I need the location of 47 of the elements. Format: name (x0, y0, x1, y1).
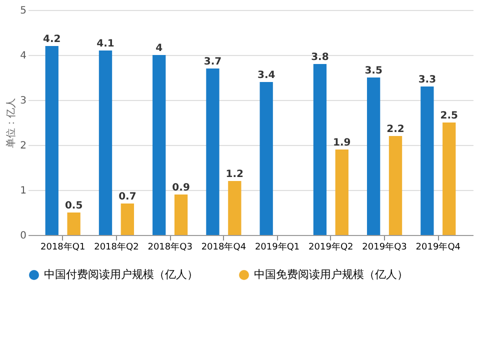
x-tick-label: 2019年Q1 (254, 242, 300, 252)
y-tick-label: 5 (20, 6, 26, 16)
bar (206, 68, 220, 235)
x-tick-label: 2018年Q1 (40, 242, 86, 252)
data-label: 3.8 (311, 52, 329, 63)
bar (120, 204, 134, 235)
data-label: 3.3 (418, 74, 436, 86)
data-label: 4.1 (96, 38, 114, 50)
x-tick-label: 2019年Q2 (308, 242, 354, 252)
y-tick-label: 3 (20, 96, 26, 106)
data-label: 1.9 (333, 138, 351, 148)
data-label: 4.2 (43, 34, 61, 45)
bar (67, 212, 80, 235)
data-label: 0.5 (64, 200, 83, 212)
data-label: 3.7 (204, 56, 222, 68)
bar (313, 64, 327, 235)
data-label: 3.5 (364, 66, 382, 76)
data-label: 0.7 (118, 192, 136, 202)
bar (335, 150, 348, 235)
y-tick-label: 4 (20, 50, 26, 62)
data-label: 3.4 (257, 70, 276, 81)
legend-label: 中国付费阅读用户规模（亿人） (44, 268, 198, 281)
y-tick-label: 0 (20, 230, 26, 242)
x-tick-label: 2018年Q2 (94, 242, 139, 252)
data-label: 2.2 (386, 124, 404, 135)
data-label: 4 (156, 43, 163, 54)
data-label: 2.5 (440, 110, 458, 122)
bar (420, 86, 434, 235)
x-tick-label: 2019年Q3 (362, 242, 407, 252)
bar (98, 50, 112, 235)
bar (442, 122, 456, 235)
x-tick-label: 2018年Q4 (201, 242, 246, 252)
bar (260, 82, 273, 235)
bar (45, 46, 58, 235)
bar (152, 55, 166, 235)
bar (366, 78, 380, 235)
data-label: 0.9 (172, 182, 190, 194)
x-tick-label: 2018年Q3 (148, 242, 192, 252)
data-label: 1.2 (226, 169, 244, 180)
y-axis-title: 单位：亿人 (5, 98, 18, 148)
bar (388, 136, 402, 235)
bar (174, 194, 188, 235)
y-tick-label: 1 (20, 186, 26, 196)
x-tick-label: 2019年Q4 (416, 242, 461, 252)
y-tick-label: 2 (20, 140, 26, 152)
bar (228, 181, 242, 235)
legend-label: 中国免费阅读用户规模（亿人） (254, 268, 408, 281)
